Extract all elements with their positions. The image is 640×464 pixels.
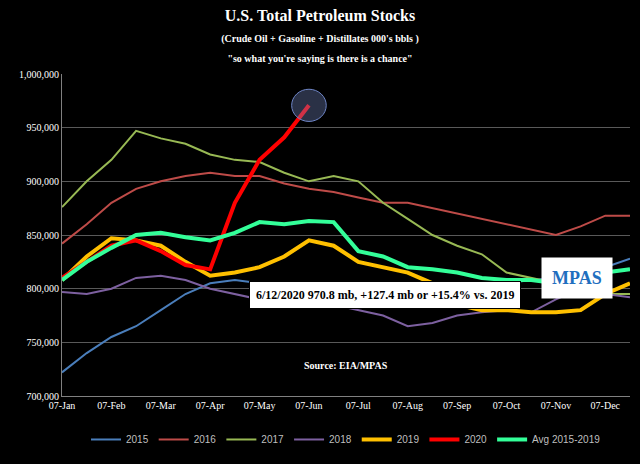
- svg-text:07-Sep: 07-Sep: [443, 400, 471, 411]
- svg-text:900,000: 900,000: [27, 176, 60, 187]
- svg-text:2020: 2020: [464, 434, 487, 445]
- svg-text:07-Jan: 07-Jan: [49, 400, 76, 411]
- svg-text:1,000,000: 1,000,000: [19, 69, 59, 80]
- svg-text:700,000: 700,000: [27, 391, 60, 402]
- svg-text:800,000: 800,000: [27, 283, 60, 294]
- svg-text:950,000: 950,000: [27, 122, 60, 133]
- svg-text:07-Jul: 07-Jul: [346, 400, 371, 411]
- svg-text:6/12/2020 970.8 mb, +127.4 mb: 6/12/2020 970.8 mb, +127.4 mb or +15.4% …: [256, 288, 514, 302]
- svg-text:07-Apr: 07-Apr: [196, 400, 226, 411]
- svg-text:2015: 2015: [126, 434, 149, 445]
- svg-text:2016: 2016: [194, 434, 217, 445]
- svg-text:07-Feb: 07-Feb: [97, 400, 125, 411]
- svg-text:Source: EIA/MPAS: Source: EIA/MPAS: [304, 360, 388, 371]
- svg-text:2017: 2017: [261, 434, 284, 445]
- svg-text:U.S. Total Petroleum Stocks(Cr: U.S. Total Petroleum Stocks(Crude Oil + …: [221, 7, 419, 65]
- svg-text:07-Dec: 07-Dec: [591, 400, 621, 411]
- svg-text:2019: 2019: [397, 434, 420, 445]
- svg-text:07-Mar: 07-Mar: [146, 400, 177, 411]
- svg-text:07-Nov: 07-Nov: [541, 400, 572, 411]
- svg-text:07-Aug: 07-Aug: [392, 400, 423, 411]
- svg-text:07-May: 07-May: [244, 400, 276, 411]
- svg-text:MPAS: MPAS: [552, 268, 602, 288]
- svg-text:2018: 2018: [329, 434, 352, 445]
- svg-text:07-Oct: 07-Oct: [493, 400, 521, 411]
- svg-text:750,000: 750,000: [27, 337, 60, 348]
- svg-text:850,000: 850,000: [27, 230, 60, 241]
- svg-text:Avg 2015-2019: Avg 2015-2019: [532, 434, 600, 445]
- svg-text:07-Jun: 07-Jun: [295, 400, 322, 411]
